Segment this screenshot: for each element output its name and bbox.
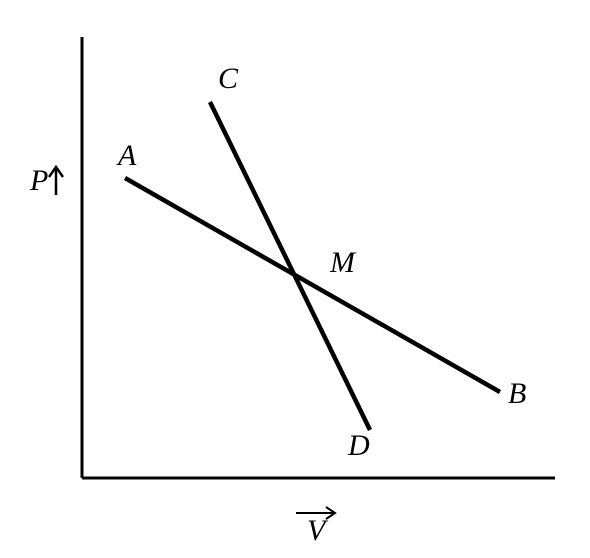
label-a: A [116, 139, 137, 172]
label-b: B [508, 377, 526, 410]
x-axis-label: V [307, 514, 329, 547]
label-m: M [329, 246, 357, 279]
y-axis-label: P [29, 164, 48, 197]
pv-diagram: P V A B C D M [0, 0, 590, 558]
line-ab [125, 178, 500, 392]
label-c: C [218, 62, 239, 95]
label-d: D [347, 429, 370, 462]
